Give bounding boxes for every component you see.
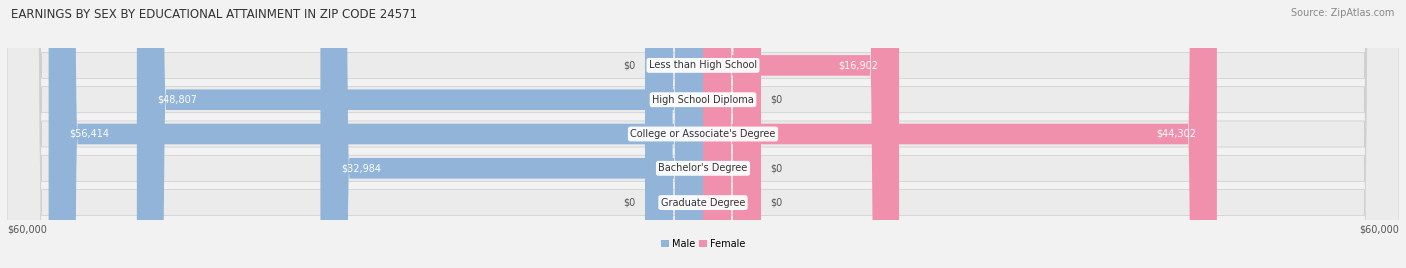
FancyBboxPatch shape bbox=[645, 0, 703, 268]
Text: Source: ZipAtlas.com: Source: ZipAtlas.com bbox=[1291, 8, 1395, 18]
Text: $0: $0 bbox=[770, 95, 783, 105]
Text: $0: $0 bbox=[623, 198, 636, 208]
FancyBboxPatch shape bbox=[7, 0, 1399, 268]
FancyBboxPatch shape bbox=[7, 0, 1399, 268]
Text: $32,984: $32,984 bbox=[342, 163, 381, 173]
Text: High School Diploma: High School Diploma bbox=[652, 95, 754, 105]
Text: $0: $0 bbox=[770, 198, 783, 208]
Text: $0: $0 bbox=[623, 60, 636, 70]
FancyBboxPatch shape bbox=[7, 0, 1399, 268]
FancyBboxPatch shape bbox=[703, 0, 761, 268]
FancyBboxPatch shape bbox=[321, 0, 703, 268]
Text: $48,807: $48,807 bbox=[157, 95, 198, 105]
Text: $56,414: $56,414 bbox=[69, 129, 110, 139]
Text: $60,000: $60,000 bbox=[1360, 225, 1399, 235]
FancyBboxPatch shape bbox=[703, 0, 761, 268]
FancyBboxPatch shape bbox=[645, 0, 703, 268]
FancyBboxPatch shape bbox=[7, 0, 1399, 268]
Text: Graduate Degree: Graduate Degree bbox=[661, 198, 745, 208]
Text: $60,000: $60,000 bbox=[7, 225, 46, 235]
FancyBboxPatch shape bbox=[136, 0, 703, 268]
FancyBboxPatch shape bbox=[7, 0, 1399, 268]
Legend: Male, Female: Male, Female bbox=[657, 235, 749, 253]
Text: Bachelor's Degree: Bachelor's Degree bbox=[658, 163, 748, 173]
Text: $16,902: $16,902 bbox=[838, 60, 879, 70]
Text: Less than High School: Less than High School bbox=[650, 60, 756, 70]
Text: $0: $0 bbox=[770, 163, 783, 173]
Text: $44,302: $44,302 bbox=[1156, 129, 1197, 139]
FancyBboxPatch shape bbox=[703, 0, 1216, 268]
FancyBboxPatch shape bbox=[49, 0, 703, 268]
FancyBboxPatch shape bbox=[703, 0, 761, 268]
Text: EARNINGS BY SEX BY EDUCATIONAL ATTAINMENT IN ZIP CODE 24571: EARNINGS BY SEX BY EDUCATIONAL ATTAINMEN… bbox=[11, 8, 418, 21]
FancyBboxPatch shape bbox=[703, 0, 898, 268]
Text: College or Associate's Degree: College or Associate's Degree bbox=[630, 129, 776, 139]
